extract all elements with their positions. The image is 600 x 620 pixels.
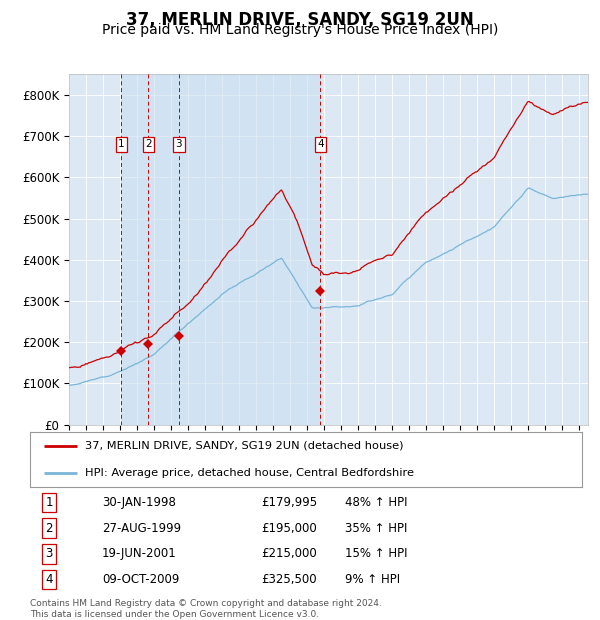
Text: Price paid vs. HM Land Registry's House Price Index (HPI): Price paid vs. HM Land Registry's House … — [102, 23, 498, 37]
Text: 30-JAN-1998: 30-JAN-1998 — [102, 496, 176, 509]
Text: 2: 2 — [46, 521, 53, 534]
Text: 2: 2 — [145, 140, 151, 149]
Text: 3: 3 — [46, 547, 53, 560]
Text: 09-OCT-2009: 09-OCT-2009 — [102, 573, 179, 586]
Text: 4: 4 — [317, 140, 323, 149]
Text: 37, MERLIN DRIVE, SANDY, SG19 2UN (detached house): 37, MERLIN DRIVE, SANDY, SG19 2UN (detac… — [85, 441, 404, 451]
Text: 37, MERLIN DRIVE, SANDY, SG19 2UN: 37, MERLIN DRIVE, SANDY, SG19 2UN — [126, 11, 474, 29]
Text: 15% ↑ HPI: 15% ↑ HPI — [344, 547, 407, 560]
Text: 3: 3 — [176, 140, 182, 149]
Text: £215,000: £215,000 — [261, 547, 317, 560]
Text: 27-AUG-1999: 27-AUG-1999 — [102, 521, 181, 534]
Bar — [121, 74, 320, 425]
Text: 1: 1 — [118, 140, 125, 149]
Text: 19-JUN-2001: 19-JUN-2001 — [102, 547, 176, 560]
Text: HPI: Average price, detached house, Central Bedfordshire: HPI: Average price, detached house, Cent… — [85, 468, 414, 478]
Text: 4: 4 — [46, 573, 53, 586]
Text: 9% ↑ HPI: 9% ↑ HPI — [344, 573, 400, 586]
Text: £325,500: £325,500 — [262, 573, 317, 586]
Text: 1: 1 — [46, 496, 53, 509]
Text: Contains HM Land Registry data © Crown copyright and database right 2024.
This d: Contains HM Land Registry data © Crown c… — [30, 600, 382, 619]
Text: £179,995: £179,995 — [261, 496, 317, 509]
Text: 35% ↑ HPI: 35% ↑ HPI — [344, 521, 407, 534]
Text: 48% ↑ HPI: 48% ↑ HPI — [344, 496, 407, 509]
Text: £195,000: £195,000 — [261, 521, 317, 534]
